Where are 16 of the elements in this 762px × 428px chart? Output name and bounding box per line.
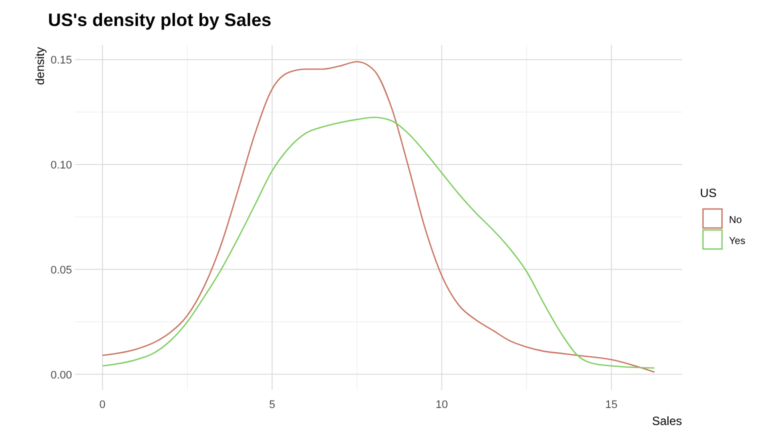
y-tick-label: 0.10 <box>50 160 72 172</box>
y-tick-label: 0.00 <box>50 369 72 382</box>
y-axis-title: density <box>33 47 47 86</box>
line-series <box>102 116 656 369</box>
x-tick-label: 10 <box>436 399 448 411</box>
line-series <box>102 61 656 373</box>
y-tick-label: 0.05 <box>50 264 72 276</box>
x-tick-label: 0 <box>99 399 106 411</box>
x-tick-label: 5 <box>269 399 276 411</box>
y-tick-label: 0.15 <box>50 54 72 67</box>
x-tick-label: 15 <box>605 399 618 411</box>
x-axis-title: Sales <box>652 414 682 428</box>
chart-title: US's density plot by Sales <box>48 10 272 30</box>
legend-title: US <box>700 186 717 200</box>
legend-label: Yes <box>729 236 746 247</box>
legend-label: No <box>729 215 742 226</box>
